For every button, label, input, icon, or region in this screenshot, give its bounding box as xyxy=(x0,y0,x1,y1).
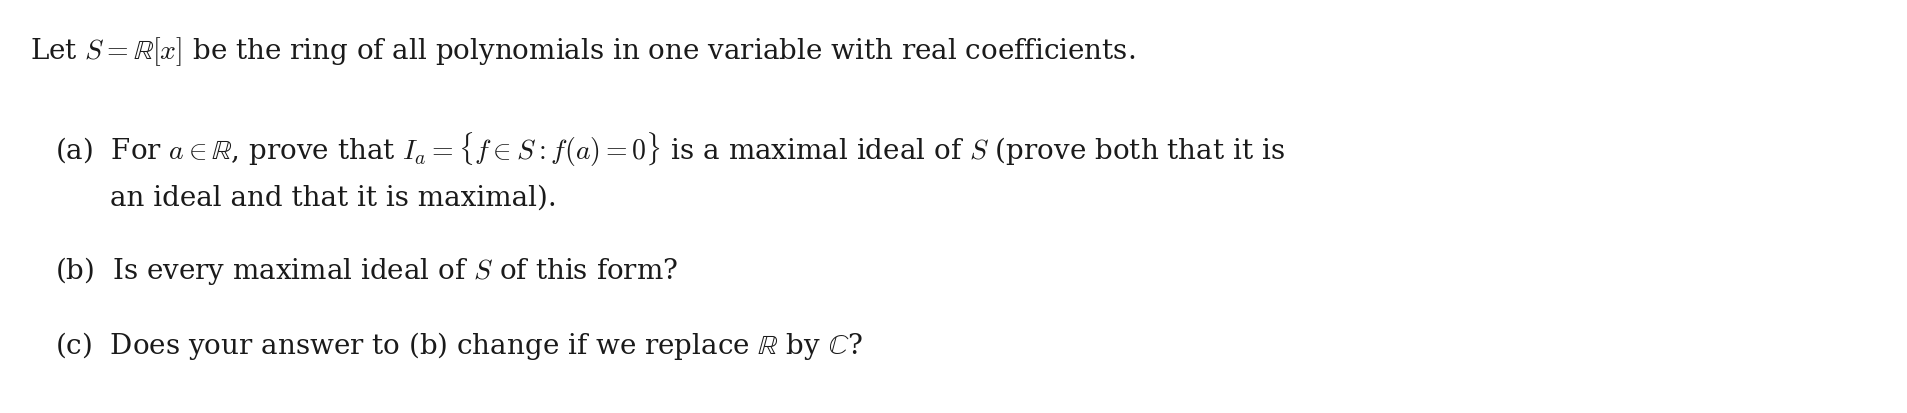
Text: (b)  Is every maximal ideal of $S$ of this form?: (b) Is every maximal ideal of $S$ of thi… xyxy=(55,255,677,287)
Text: (c)  Does your answer to (b) change if we replace $\mathbb{R}$ by $\mathbb{C}$?: (c) Does your answer to (b) change if we… xyxy=(55,330,862,362)
Text: (a)  For $a \in \mathbb{R}$, prove that $I_a = \{f \in S : f(a) = 0\}$ is a maxi: (a) For $a \in \mathbb{R}$, prove that $… xyxy=(55,130,1283,169)
Text: Let $S = \mathbb{R}[x]$ be the ring of all polynomials in one variable with real: Let $S = \mathbb{R}[x]$ be the ring of a… xyxy=(31,35,1135,68)
Text: an ideal and that it is maximal).: an ideal and that it is maximal). xyxy=(111,185,557,212)
